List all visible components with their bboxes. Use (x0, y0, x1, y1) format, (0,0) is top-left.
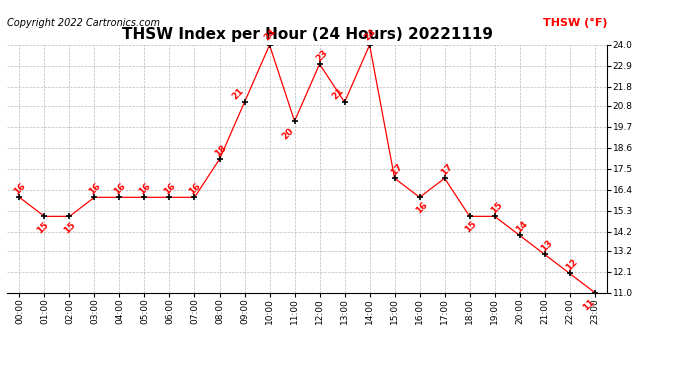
Text: 15: 15 (62, 220, 77, 236)
Text: 17: 17 (440, 162, 455, 177)
Text: 16: 16 (112, 181, 127, 196)
Text: 21: 21 (331, 86, 346, 101)
Text: 18: 18 (213, 143, 228, 158)
Text: 16: 16 (12, 181, 27, 196)
Text: 16: 16 (162, 181, 177, 196)
Text: 17: 17 (389, 162, 405, 177)
Text: 23: 23 (315, 48, 330, 63)
Text: 24: 24 (262, 27, 277, 42)
Text: 16: 16 (137, 181, 152, 196)
Text: 24: 24 (362, 27, 377, 42)
Text: 13: 13 (540, 238, 555, 254)
Text: 14: 14 (515, 219, 530, 234)
Text: 15: 15 (36, 220, 51, 236)
Text: 16: 16 (187, 181, 202, 196)
Text: 15: 15 (463, 219, 478, 234)
Text: 11: 11 (581, 297, 596, 312)
Text: 15: 15 (489, 200, 505, 215)
Text: THSW (°F): THSW (°F) (543, 18, 607, 28)
Text: 20: 20 (281, 126, 296, 141)
Text: Copyright 2022 Cartronics.com: Copyright 2022 Cartronics.com (7, 18, 160, 28)
Text: 16: 16 (87, 181, 102, 196)
Text: 21: 21 (230, 86, 246, 101)
Text: 16: 16 (415, 200, 430, 215)
Title: THSW Index per Hour (24 Hours) 20221119: THSW Index per Hour (24 Hours) 20221119 (121, 27, 493, 42)
Text: 12: 12 (564, 257, 580, 273)
